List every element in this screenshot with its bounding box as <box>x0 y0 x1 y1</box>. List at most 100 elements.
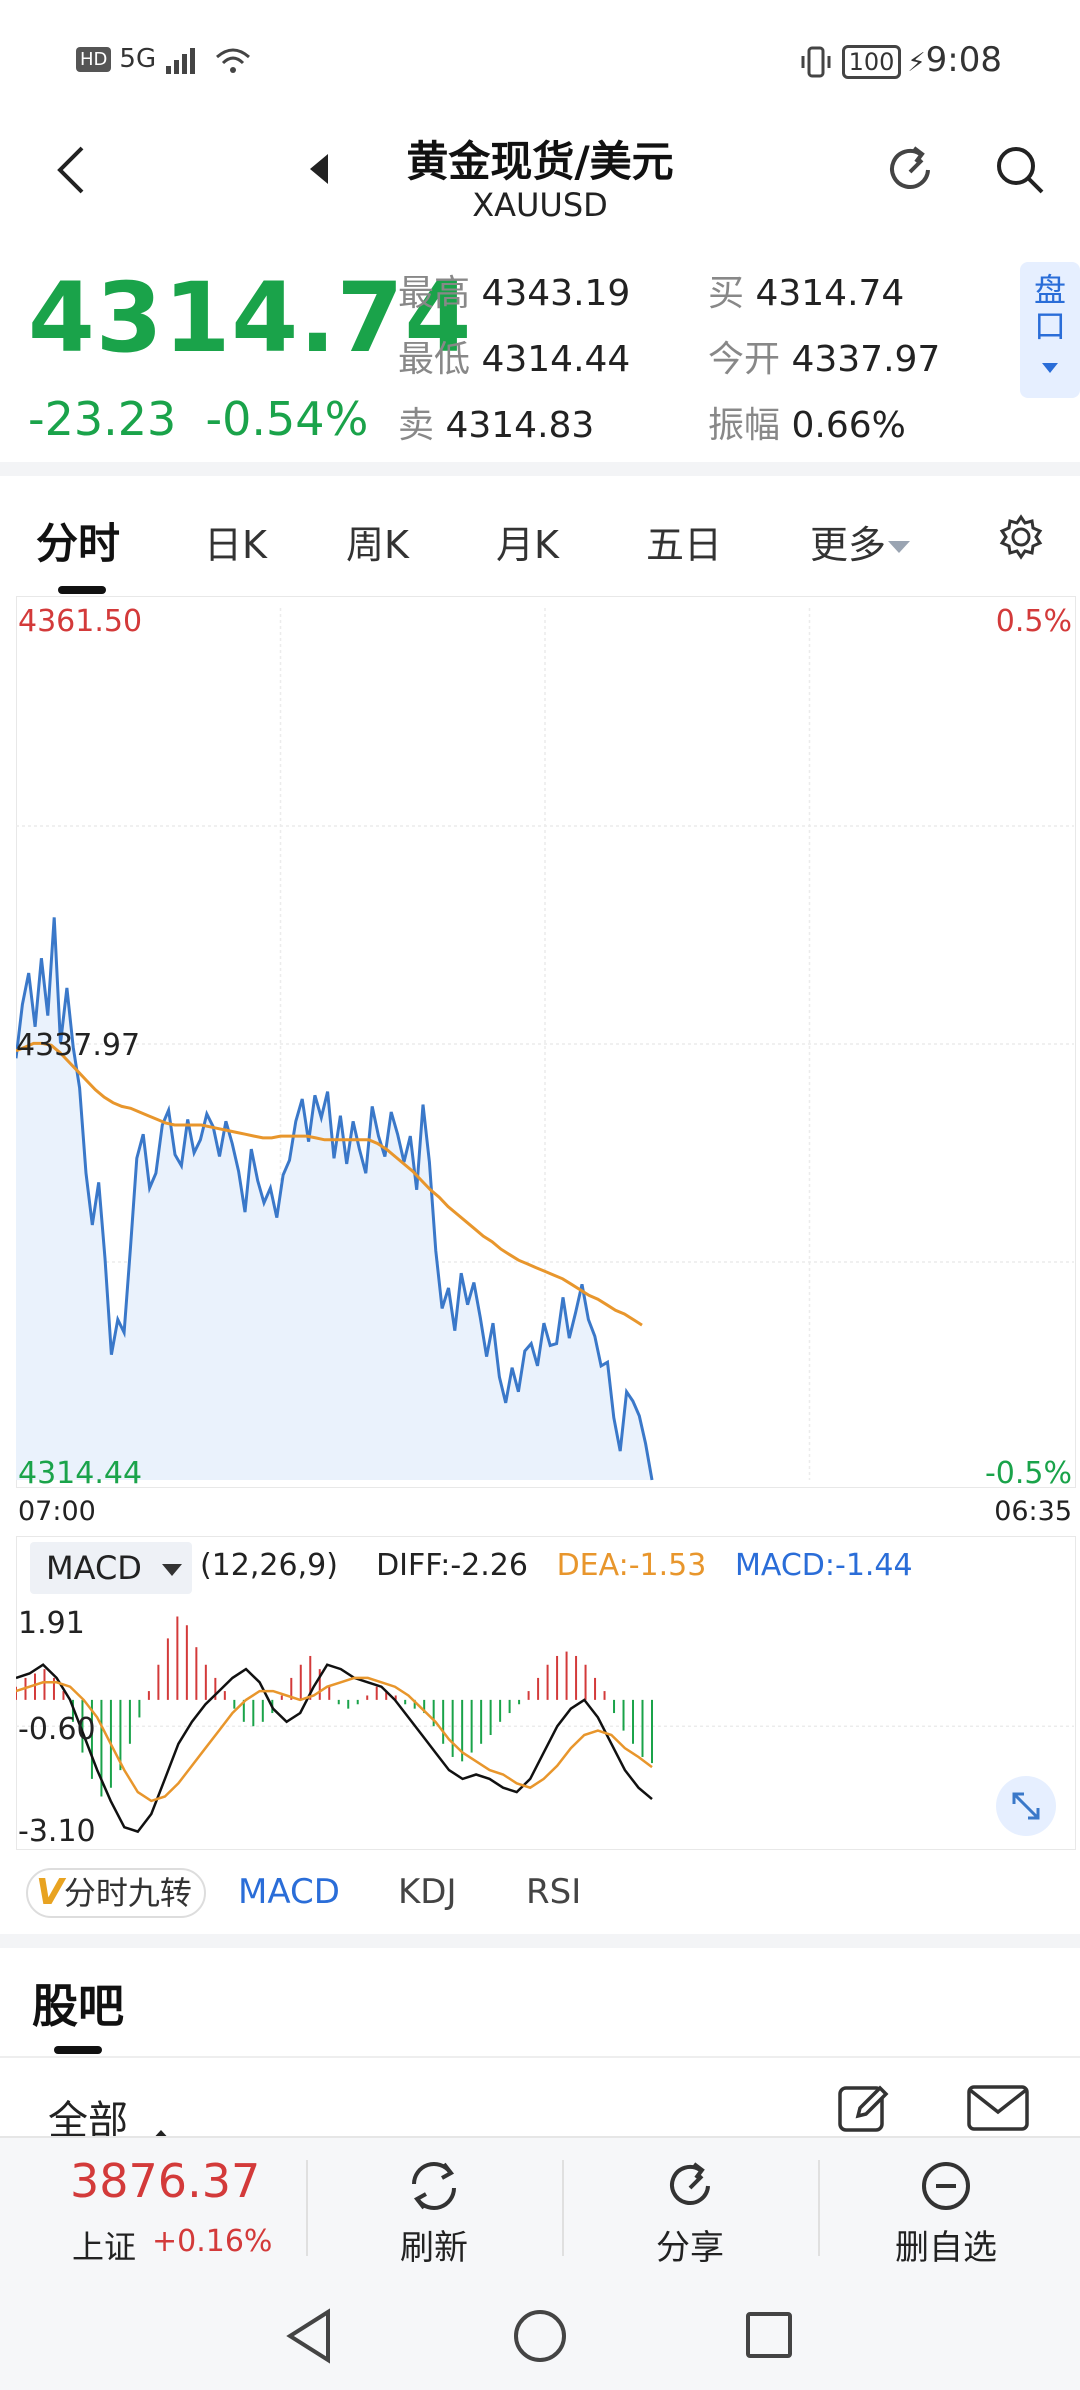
vibrate-icon <box>801 46 831 77</box>
sell-label: 卖 <box>398 405 435 446</box>
low-cell: 最低 4314.44 <box>398 330 630 382</box>
battery-icon: 100 <box>841 44 902 79</box>
clock: 9:08 <box>925 40 1002 80</box>
system-nav-bar <box>0 2280 1080 2388</box>
time-end-label: 06:35 <box>994 1496 1072 1527</box>
index-price[interactable]: 3876.37 <box>70 2154 261 2208</box>
indicator-selector[interactable]: MACD <box>30 1542 192 1594</box>
price-change: -23.23 -0.54% <box>28 392 368 446</box>
section-divider <box>0 1934 1080 1948</box>
average-price-line <box>16 1041 643 1327</box>
hd-icon: HD <box>76 47 112 72</box>
expand-chart-button[interactable] <box>996 1776 1056 1836</box>
open-label: 今开 <box>708 339 781 380</box>
sell-cell: 卖 4314.83 <box>398 396 594 448</box>
share-icon <box>670 2162 710 2205</box>
tab-more[interactable]: 更多 <box>810 514 911 569</box>
amplitude-cell: 振幅 0.66% <box>708 396 906 448</box>
macd-diff: DIFF:-2.26 <box>376 1548 528 1583</box>
separator <box>0 2056 1080 2058</box>
diff-line <box>16 1663 653 1834</box>
community-tab-indicator <box>54 2046 102 2054</box>
y-axis-mid-label: 4337.97 <box>16 1028 141 1063</box>
indicator-tab-macd[interactable]: MACD <box>238 1872 340 1912</box>
section-divider <box>0 462 1080 476</box>
indicator-selector-label: MACD <box>46 1549 142 1587</box>
refresh-icon[interactable] <box>880 140 940 200</box>
status-right: 100 ⚡9:08 <box>801 40 1002 80</box>
nine-turn-button[interactable]: V分时九转 <box>26 1868 206 1918</box>
tab-intraday[interactable]: 分时 <box>36 519 121 568</box>
macd-y-bottom: -3.10 <box>18 1814 96 1849</box>
period-tabs: 分时 日K 周K 月K 五日 更多 <box>0 480 1080 590</box>
divider <box>562 2160 564 2256</box>
buy-value: 4314.74 <box>755 273 905 314</box>
divider <box>306 2160 308 2256</box>
buy-label: 买 <box>708 273 745 314</box>
macd-values: (12,26,9) DIFF:-2.26 DEA:-1.53 MACD:-1.4… <box>200 1548 913 1583</box>
settings-gear-icon[interactable] <box>998 514 1044 560</box>
indicator-tab-kdj[interactable]: KDJ <box>398 1872 457 1912</box>
nav-recents-icon[interactable] <box>744 2310 794 2360</box>
mail-icon[interactable] <box>966 2084 1030 2132</box>
indicator-tabs: MACD KDJ RSI <box>0 1862 1080 1928</box>
v-badge-icon: V <box>36 1872 64 1913</box>
minus-circle-icon <box>922 2162 970 2210</box>
price-area-fill <box>16 917 652 1480</box>
signal-icon <box>166 47 196 74</box>
page-title: 黄金现货/美元 <box>406 137 674 186</box>
divider <box>818 2160 820 2256</box>
high-cell: 最高 4343.19 <box>398 264 630 316</box>
amplitude-label: 振幅 <box>708 405 781 446</box>
indicator-tab-rsi[interactable]: RSI <box>526 1872 582 1912</box>
remove-watchlist-button[interactable]: 删自选 <box>818 2156 1074 2269</box>
remove-watchlist-label: 删自选 <box>895 2228 997 2268</box>
intraday-price-chart[interactable] <box>16 596 1074 1486</box>
search-icon[interactable] <box>990 140 1050 200</box>
order-book-button[interactable]: 盘口 <box>1020 262 1080 398</box>
pct-top-label: 0.5% <box>995 604 1072 639</box>
tab-weekly-k[interactable]: 周K <box>346 523 409 567</box>
index-percent: +0.16% <box>152 2224 273 2259</box>
status-network: HD 5G <box>76 44 253 75</box>
open-value: 4337.97 <box>791 339 941 380</box>
sell-value: 4314.83 <box>445 405 595 446</box>
change-value: -23.23 <box>28 392 177 446</box>
macd-chart[interactable] <box>16 1536 1074 1848</box>
macd-y-top: 1.91 <box>18 1606 85 1641</box>
nav-home-icon[interactable] <box>512 2308 568 2364</box>
high-label: 最高 <box>398 273 471 314</box>
macd-params: (12,26,9) <box>200 1548 338 1583</box>
pct-bottom-label: -0.5% <box>984 1456 1072 1491</box>
tab-monthly-k[interactable]: 月K <box>496 523 559 567</box>
y-axis-top-label: 4361.50 <box>18 604 143 639</box>
edit-post-icon[interactable] <box>836 2080 892 2136</box>
prev-instrument-icon[interactable] <box>308 152 332 186</box>
index-name: 上证 <box>72 2228 137 2266</box>
back-icon[interactable] <box>52 142 92 198</box>
wifi-icon <box>215 48 250 73</box>
tab-five-day[interactable]: 五日 <box>646 523 723 567</box>
nav-back-icon[interactable] <box>284 2308 334 2364</box>
symbol-code: XAUUSD <box>472 186 608 224</box>
macd-dea: DEA:-1.53 <box>556 1548 707 1583</box>
caret-down-icon <box>162 1564 183 1576</box>
bottom-action-bar <box>0 2136 1080 2390</box>
open-cell: 今开 4337.97 <box>708 330 940 382</box>
community-title[interactable]: 股吧 <box>32 1979 124 2033</box>
nine-turn-label: 分时九转 <box>63 1874 192 1912</box>
share-label: 分享 <box>656 2228 724 2268</box>
share-button[interactable]: 分享 <box>562 2156 818 2269</box>
order-book-label: 盘口 <box>1033 271 1066 345</box>
low-label: 最低 <box>398 339 471 380</box>
tab-more-label: 更多 <box>810 523 887 567</box>
change-percent: -0.54% <box>205 392 369 446</box>
active-tab-indicator <box>58 586 106 594</box>
refresh-icon <box>412 2162 456 2210</box>
caret-down-icon <box>1042 363 1058 373</box>
tab-daily-k[interactable]: 日K <box>204 523 267 567</box>
refresh-button[interactable]: 刷新 <box>306 2156 562 2269</box>
network-type: 5G <box>119 44 157 74</box>
refresh-label: 刷新 <box>400 2228 468 2268</box>
amplitude-value: 0.66% <box>791 405 906 446</box>
